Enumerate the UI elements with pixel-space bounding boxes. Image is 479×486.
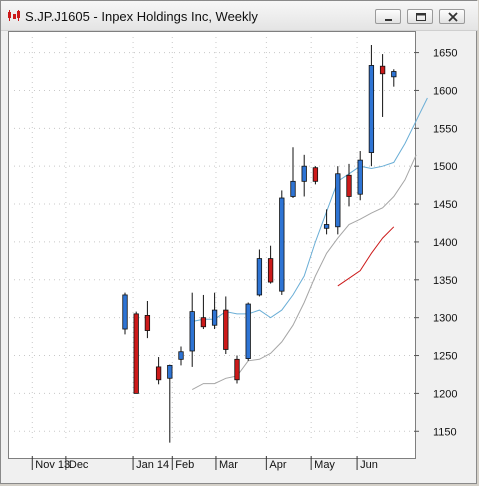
x-tick-label: Jan 14 <box>136 459 169 471</box>
gridlines <box>14 37 414 442</box>
candle-up <box>211 309 218 326</box>
y-tick-label: 1450 <box>433 199 457 211</box>
candle-up <box>178 351 184 360</box>
candle-down <box>155 366 162 381</box>
candle-down <box>234 358 240 381</box>
y-tick-label: 1250 <box>433 351 457 363</box>
candle-up <box>368 65 375 153</box>
x-tick-label: Jun <box>360 459 378 471</box>
candle-down <box>200 317 207 328</box>
candle-up <box>122 294 128 330</box>
candle-up <box>335 173 341 228</box>
candle-down <box>267 258 274 283</box>
x-tick-label: Dec <box>69 459 89 471</box>
x-tick-label: Apr <box>269 459 286 471</box>
y-tick-label: 1200 <box>433 388 457 400</box>
y-tick-label: 1600 <box>433 85 457 97</box>
close-icon <box>448 12 458 22</box>
candle-up <box>391 71 397 78</box>
candle-down <box>223 309 229 350</box>
y-tick-label: 1150 <box>433 426 457 438</box>
candle-down <box>312 167 319 182</box>
candle-down <box>379 65 386 75</box>
minimize-icon <box>385 19 392 21</box>
window-title: S.JP.J1605 - Inpex Holdings Inc, Weekly <box>25 9 258 24</box>
candlestick-chart: 1150 1200 1250 1300 1350 1400 1450 1500 1550 1600… <box>14 37 457 471</box>
y-tick-label: 1400 <box>433 237 457 249</box>
close-button[interactable] <box>439 9 465 24</box>
candle-down <box>133 313 139 394</box>
maximize-button[interactable] <box>407 9 433 24</box>
chart-icon <box>8 10 20 21</box>
y-axis: 1150 1200 1250 1300 1350 1400 1450 1500 1550 1600… <box>414 48 457 438</box>
x-tick-label: Nov 13 <box>35 459 70 471</box>
candle-up <box>301 165 307 182</box>
ma-line-short <box>192 97 428 322</box>
candle-down <box>144 314 151 331</box>
candle-up <box>245 303 251 359</box>
y-tick-label: 1350 <box>433 275 457 287</box>
ma-line-mid <box>191 154 417 391</box>
chart-area: 1150 1200 1250 1300 1350 1400 1450 1500 1550 1600… <box>8 31 457 471</box>
ma-line-long <box>337 226 395 287</box>
y-tick-label: 1500 <box>433 161 457 173</box>
y-tick-label: 1300 <box>433 313 457 325</box>
candle-up <box>357 159 363 195</box>
candle-up <box>189 311 195 352</box>
candle-up <box>279 197 285 292</box>
x-tick-label: Mar <box>219 459 238 471</box>
candle-up <box>256 258 263 296</box>
candle-down <box>346 174 352 197</box>
x-tick-label: Feb <box>175 459 194 471</box>
candle-up <box>167 364 173 379</box>
candles <box>122 45 397 443</box>
minimize-button[interactable] <box>375 9 401 24</box>
candle-up <box>290 180 296 197</box>
title-bar[interactable]: S.JP.J1605 - Inpex Holdings Inc, Weekly <box>1 1 478 31</box>
candle-up <box>323 224 330 229</box>
y-tick-label: 1550 <box>433 123 457 135</box>
y-tick-label: 1650 <box>433 48 457 60</box>
x-tick-label: May <box>314 459 335 471</box>
moving-averages <box>191 97 428 391</box>
maximize-icon <box>416 13 426 21</box>
